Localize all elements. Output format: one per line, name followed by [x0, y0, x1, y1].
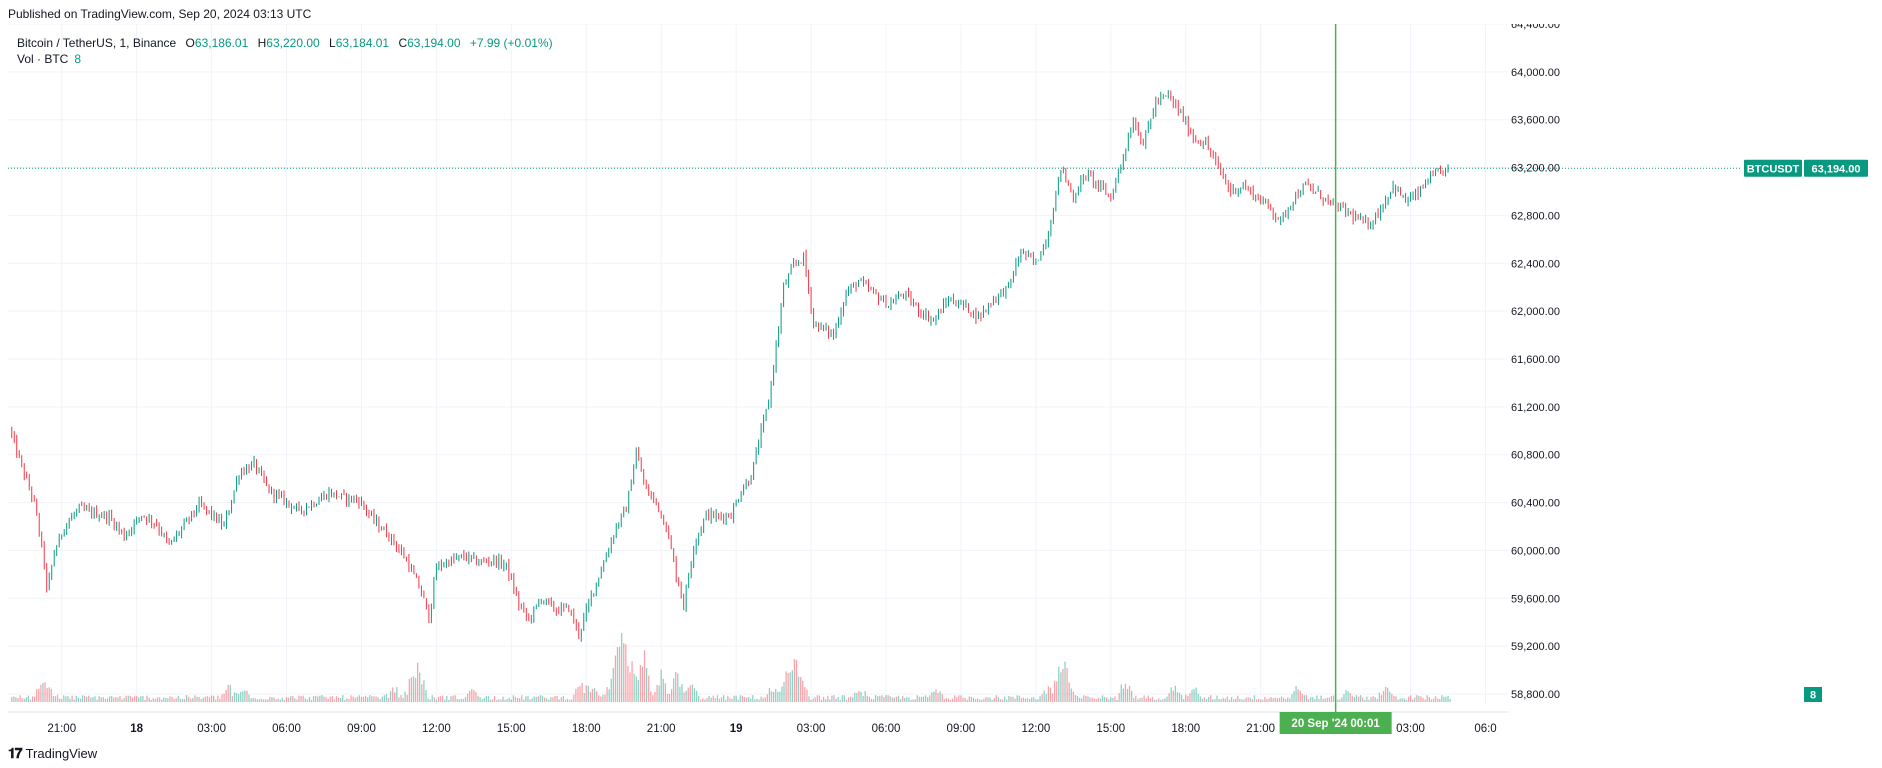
time-tick-label: 06:00	[872, 723, 901, 735]
time-tick-label: 03:00	[197, 723, 226, 735]
footer-brand-name: TradingView	[25, 746, 98, 761]
time-tick-label: 06:00	[272, 723, 301, 735]
price-tick-label: 59,600.00	[1511, 593, 1560, 605]
legend-symbol[interactable]: Bitcoin / TetherUS, 1, Binance	[17, 36, 177, 50]
time-tick-label: 18:00	[1171, 723, 1200, 735]
legend-change: +7.99 (+0.01%)	[469, 36, 553, 50]
grid-lines	[8, 24, 1508, 713]
time-tick-label: 12:00	[422, 723, 451, 735]
crosshair-time-tag: 20 Sep '24 00:01	[1279, 712, 1392, 734]
footer-brand[interactable]: 𝟏𝟕 TradingView	[8, 745, 97, 762]
price-tick-label: 61,200.00	[1511, 402, 1560, 414]
price-axis[interactable]: 64,400.00 64,000.00 63,600.00 63,200.00 62,8…	[1511, 24, 1560, 701]
price-chart[interactable]: 64,400.00 64,000.00 63,600.00 63,200.00 62,8…	[0, 24, 1882, 738]
price-tick-label: 60,800.00	[1511, 450, 1560, 462]
time-tick-label: 15:00	[497, 723, 526, 735]
price-tick-label: 62,800.00	[1511, 210, 1560, 222]
time-tick-label: 09:00	[947, 723, 976, 735]
last-price-tag: BTCUSDT 63,194.00	[1744, 159, 1868, 177]
last-price-symbol: BTCUSDT	[1747, 163, 1800, 175]
legend-high: 63,220.00	[266, 36, 320, 50]
price-tick-label: 61,600.00	[1511, 354, 1560, 366]
last-price-value: 63,194.00	[1812, 163, 1861, 175]
price-tick-label: 60,400.00	[1511, 498, 1560, 510]
time-tick-label: 06:0	[1474, 723, 1496, 735]
price-tick-label: 64,000.00	[1511, 67, 1560, 79]
time-tick-label: 15:00	[1096, 723, 1125, 735]
time-tick-label: 21:00	[647, 723, 676, 735]
time-tick-label: 18:00	[572, 723, 601, 735]
legend-high-label: H	[257, 36, 267, 50]
legend-open-label: O	[185, 36, 195, 50]
volume-value-label: 8	[1810, 690, 1816, 702]
time-tick-label: 19	[730, 723, 743, 735]
price-tick-label: 62,000.00	[1511, 306, 1560, 318]
volume-value-tag: 8	[1804, 687, 1822, 702]
published-header: Published on TradingView.com, Sep 20, 20…	[8, 7, 312, 21]
time-tick-label: 21:00	[1246, 723, 1275, 735]
crosshair-time-label: 20 Sep '24 00:01	[1291, 718, 1380, 730]
candles	[11, 90, 1449, 642]
price-tick-label: 59,200.00	[1511, 641, 1560, 653]
volume-legend: Vol · BTC 8	[17, 52, 81, 66]
legend-close-label: C	[398, 36, 408, 50]
price-tick-label: 58,800.00	[1511, 689, 1560, 701]
volume-legend-label[interactable]: Vol · BTC	[17, 52, 69, 66]
legend-low-label: L	[329, 36, 336, 50]
legend-open: 63,186.01	[194, 36, 249, 50]
time-tick-label: 09:00	[347, 723, 376, 735]
chart-legend: Bitcoin / TetherUS, 1, Binance O63,186.0…	[17, 35, 559, 52]
volume-bars	[11, 633, 1451, 702]
time-tick-label: 03:00	[797, 723, 826, 735]
price-tick-label: 63,600.00	[1511, 115, 1560, 127]
time-tick-label: 21:00	[47, 723, 76, 735]
time-tick-label: 12:00	[1021, 723, 1050, 735]
price-tick-label: 64,400.00	[1511, 24, 1560, 31]
time-tick-label: 18	[130, 723, 143, 735]
legend-close: 63,194.00	[407, 36, 461, 50]
tradingview-logo-icon: 𝟏𝟕	[8, 745, 23, 761]
price-tick-label: 63,200.00	[1511, 163, 1560, 175]
volume-legend-value: 8	[74, 52, 82, 66]
time-tick-label: 03:00	[1396, 723, 1425, 735]
legend-low: 63,184.01	[335, 36, 390, 50]
time-axis[interactable]: 21:00 18 03:00 06:00 09:00 12:00 15:00 18:00 21:…	[47, 723, 1496, 735]
price-tick-label: 62,400.00	[1511, 258, 1560, 270]
price-tick-label: 60,000.00	[1511, 545, 1560, 557]
